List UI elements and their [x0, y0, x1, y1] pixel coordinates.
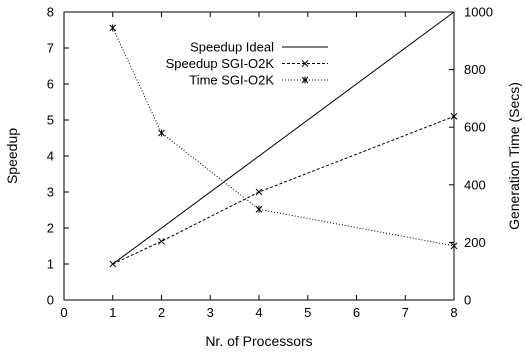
series-speedup-ideal — [112, 11, 455, 265]
y-tick-label: 1 — [47, 257, 54, 272]
x-tick-label: 1 — [109, 305, 116, 320]
data-point — [158, 237, 165, 245]
y-tick-label: 0 — [47, 293, 54, 308]
y-axis-title: Speedup — [4, 128, 20, 184]
legend-item: Speedup SGI-O2K — [166, 56, 328, 71]
x-axis-ticks: 0 1 2 3 4 5 6 7 8 — [60, 12, 458, 320]
y-tick-label: 5 — [47, 113, 54, 128]
series-line — [112, 115, 455, 265]
x-axis-title: Nr. of Processors — [205, 333, 312, 349]
series-layer — [109, 11, 458, 268]
y-tick-label: 6 — [47, 77, 54, 92]
data-point — [109, 260, 117, 268]
y-tick-label: 3 — [47, 185, 54, 200]
data-point — [255, 188, 263, 196]
series-line — [112, 11, 455, 265]
y-tick-label: 2 — [47, 221, 54, 236]
y-axis-ticks: 0 1 2 3 4 5 6 7 8 — [47, 5, 69, 308]
series-speedup-sgi-o2k — [109, 113, 458, 268]
legend-label: Speedup SGI-O2K — [166, 56, 275, 71]
data-point — [450, 113, 458, 120]
y2-tick-label: 200 — [464, 235, 486, 250]
x-tick-label: 8 — [450, 305, 457, 320]
x-tick-label: 4 — [255, 305, 262, 320]
y2-tick-label: 600 — [464, 120, 486, 135]
series-line — [112, 27, 455, 247]
legend-marker — [301, 60, 309, 67]
y-tick-label: 8 — [47, 5, 54, 20]
x-tick-label: 7 — [402, 305, 409, 320]
y-tick-label: 4 — [47, 149, 54, 164]
y2-axis-title: Generation Time (Secs) — [506, 82, 522, 230]
y2-axis-ticks: 0 200 400 600 800 1000 — [449, 5, 493, 308]
legend-label: Time SGI-O2K — [189, 73, 274, 88]
legend-label: Speedup Ideal — [190, 40, 274, 55]
legend-item: Time SGI-O2K — [189, 73, 328, 88]
legend-item: Speedup Ideal — [190, 40, 328, 55]
y-tick-label: 7 — [47, 41, 54, 56]
y2-tick-label: 400 — [464, 177, 486, 192]
x-tick-label: 3 — [207, 305, 214, 320]
data-point — [450, 242, 458, 250]
data-point — [158, 129, 165, 137]
data-point — [109, 24, 117, 32]
legend-marker — [301, 76, 309, 84]
y2-tick-label: 800 — [464, 62, 486, 77]
y2-tick-label: 0 — [464, 293, 471, 308]
x-tick-label: 6 — [353, 305, 360, 320]
series-time-sgi-o2k — [109, 24, 458, 250]
x-tick-label: 0 — [60, 305, 67, 320]
x-tick-label: 5 — [304, 305, 311, 320]
x-tick-label: 2 — [158, 305, 165, 320]
data-point — [255, 205, 263, 213]
y2-tick-label: 1000 — [464, 5, 493, 20]
